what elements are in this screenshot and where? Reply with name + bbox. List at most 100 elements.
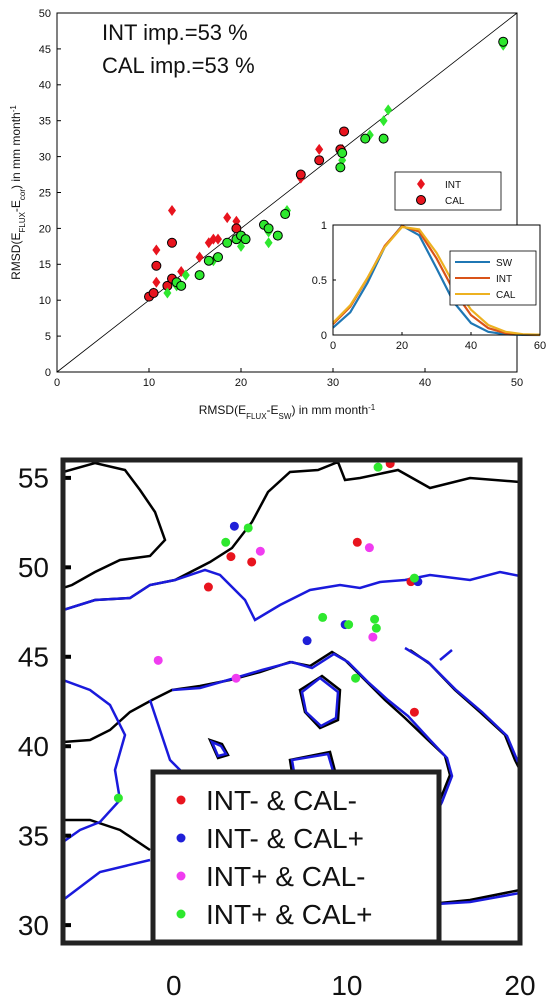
y-tick-label: 30 (39, 151, 51, 163)
line-series (332, 224, 541, 337)
legend-label: SW (496, 258, 513, 269)
diamond-marker (264, 237, 273, 249)
legend-box (394, 171, 502, 211)
x-tick-label: 20 (396, 340, 408, 352)
diamond-marker (315, 143, 324, 155)
circle-marker (295, 169, 306, 180)
site-marker (318, 612, 328, 622)
circle-marker (416, 195, 426, 205)
y-tick-label: 40 (18, 731, 49, 762)
x-tick-label: 0 (54, 377, 60, 389)
diamond-marker (209, 233, 218, 245)
x-tick-label: 40 (465, 340, 477, 352)
site-marker (409, 573, 419, 583)
legend-label: INT+ & CAL+ (206, 899, 373, 930)
x-tick-label: 20 (235, 377, 247, 389)
circle-marker (151, 260, 162, 271)
y-tick-label: 55 (18, 463, 49, 494)
y-tick-label: 0.5 (312, 275, 327, 287)
label-part: -1 (9, 105, 18, 113)
inset-frame (332, 224, 541, 336)
label-part: cor (18, 189, 27, 200)
circle-marker (231, 223, 242, 234)
y-tick-label: 35 (39, 116, 51, 128)
site-marker (351, 673, 361, 683)
site-marker (364, 543, 374, 553)
legend-marker (176, 795, 186, 805)
y-tick-label: 20 (39, 223, 51, 235)
x-tick-label: 10 (331, 970, 362, 1001)
plot-frame (56, 12, 518, 373)
diamond-marker (168, 204, 176, 216)
site-marker (255, 546, 265, 556)
diamond-marker (163, 287, 172, 299)
x-tick-label: 10 (143, 377, 155, 389)
diamond-marker (214, 233, 222, 245)
legend-label: CAL (496, 290, 516, 301)
legend-marker (176, 871, 186, 881)
y-tick-label: 45 (18, 642, 49, 673)
site-marker (344, 620, 354, 630)
identity-line (56, 12, 518, 373)
y-tick-label: 1 (321, 220, 327, 232)
legend-label: INT+ & CAL- (206, 861, 365, 892)
y-tick-label: 35 (18, 820, 49, 851)
circle-marker (272, 230, 283, 241)
annotation: CAL imp.=53 % (102, 53, 255, 78)
site-marker (203, 582, 213, 592)
label-part: ) in mm month (291, 403, 368, 417)
site-marker (226, 552, 236, 562)
diamond-marker (417, 178, 425, 190)
label-part: RMSD(E (199, 403, 246, 417)
map-frame (60, 457, 523, 946)
label-part: -E (267, 403, 279, 417)
circle-marker (378, 133, 389, 144)
y-tick-label: 30 (18, 910, 49, 941)
y-tick-label: 45 (39, 44, 51, 56)
site-marker (231, 673, 241, 683)
site-marker (229, 521, 239, 531)
site-marker (113, 793, 123, 803)
circle-marker (335, 162, 346, 173)
circle-marker (222, 237, 233, 248)
y-tick-label: 25 (39, 187, 51, 199)
label-part: FLUX (246, 412, 267, 421)
circle-marker (167, 237, 177, 248)
circle-marker (203, 255, 214, 266)
circle-marker (280, 209, 291, 220)
x-tick-label: 60 (534, 340, 546, 352)
site-marker (243, 523, 253, 533)
diamond-marker (223, 212, 232, 224)
diamond-marker (384, 104, 393, 116)
y-axis-label: RMSD(EFLUX-Ecor) in mm month-1 (9, 105, 27, 280)
legend-label: INT (445, 180, 461, 191)
x-tick-label: 20 (504, 970, 535, 1001)
legend-label: INT- & CAL- (206, 785, 357, 816)
x-tick-label: 50 (511, 377, 523, 389)
site-marker (221, 537, 231, 547)
site-marker (373, 462, 383, 472)
y-tick-label: 5 (45, 331, 51, 343)
site-marker (352, 537, 362, 547)
diamond-marker (379, 115, 388, 127)
circle-marker (194, 270, 205, 281)
circle-marker (339, 126, 350, 137)
site-marker (368, 632, 378, 642)
site-marker (371, 623, 381, 633)
x-tick-label: 30 (327, 377, 339, 389)
annotation: INT imp.=53 % (102, 20, 248, 45)
circle-marker (240, 234, 251, 245)
site-marker (247, 557, 257, 567)
circle-marker (360, 133, 371, 144)
label-part: FLUX (18, 211, 27, 232)
x-axis-label: RMSD(EFLUX-ESW) in mm month-1 (199, 403, 376, 421)
circle-marker (213, 252, 223, 263)
site-marker (302, 636, 312, 646)
site-marker (370, 614, 380, 624)
diamond-marker (152, 276, 161, 288)
circle-marker (314, 155, 325, 166)
label-part: ) in mm month (9, 112, 23, 189)
x-tick-label: 0 (330, 340, 336, 352)
site-marker (153, 655, 163, 665)
